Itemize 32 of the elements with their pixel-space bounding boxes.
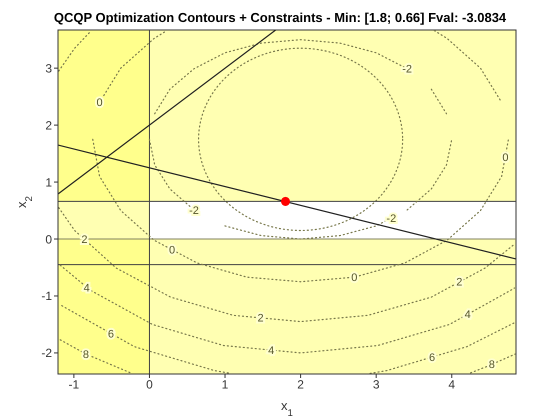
line-series [370,322,516,374]
x-tick-label: 0 [146,378,154,392]
annotation: 6 [108,328,114,340]
annotation: 0 [96,97,103,110]
y-tick-label: -2 [41,346,52,360]
annotation: 8 [488,359,495,372]
annotation: 4 [464,309,471,322]
annotation: -2 [386,212,396,225]
x-tick-label: 2 [297,378,304,392]
x-tick-label: 1 [222,378,229,392]
y-tick-label: 2 [45,118,52,132]
annotation: 2 [456,276,462,289]
x-tick-label: 4 [448,378,456,392]
line-series [434,30,502,103]
line-series [406,138,452,211]
annotation: 4 [84,282,90,294]
x-tick-label: 3 [372,378,380,392]
annotation: -2 [189,204,199,217]
x-tick-label: -1 [68,378,80,392]
line-series [58,207,516,322]
x-axis-title: x$_{1}$ [281,398,293,418]
line-series [61,305,232,374]
y-tick-label: -1 [41,289,52,304]
annotation: 8 [82,348,90,361]
annotation: 0 [502,152,508,164]
annotation: 4 [268,344,274,357]
y-tick-label: 3 [45,61,52,76]
annotation: 6 [429,352,436,364]
chart-title: QCQP Optimization Contours + Constraints - Min: [1.8; 0.66] Fval: -3.0834 [52,9,508,27]
y-tick-label: 1 [45,175,52,190]
y-tick-label: 0 [45,232,52,246]
annotation: -2 [402,64,412,76]
